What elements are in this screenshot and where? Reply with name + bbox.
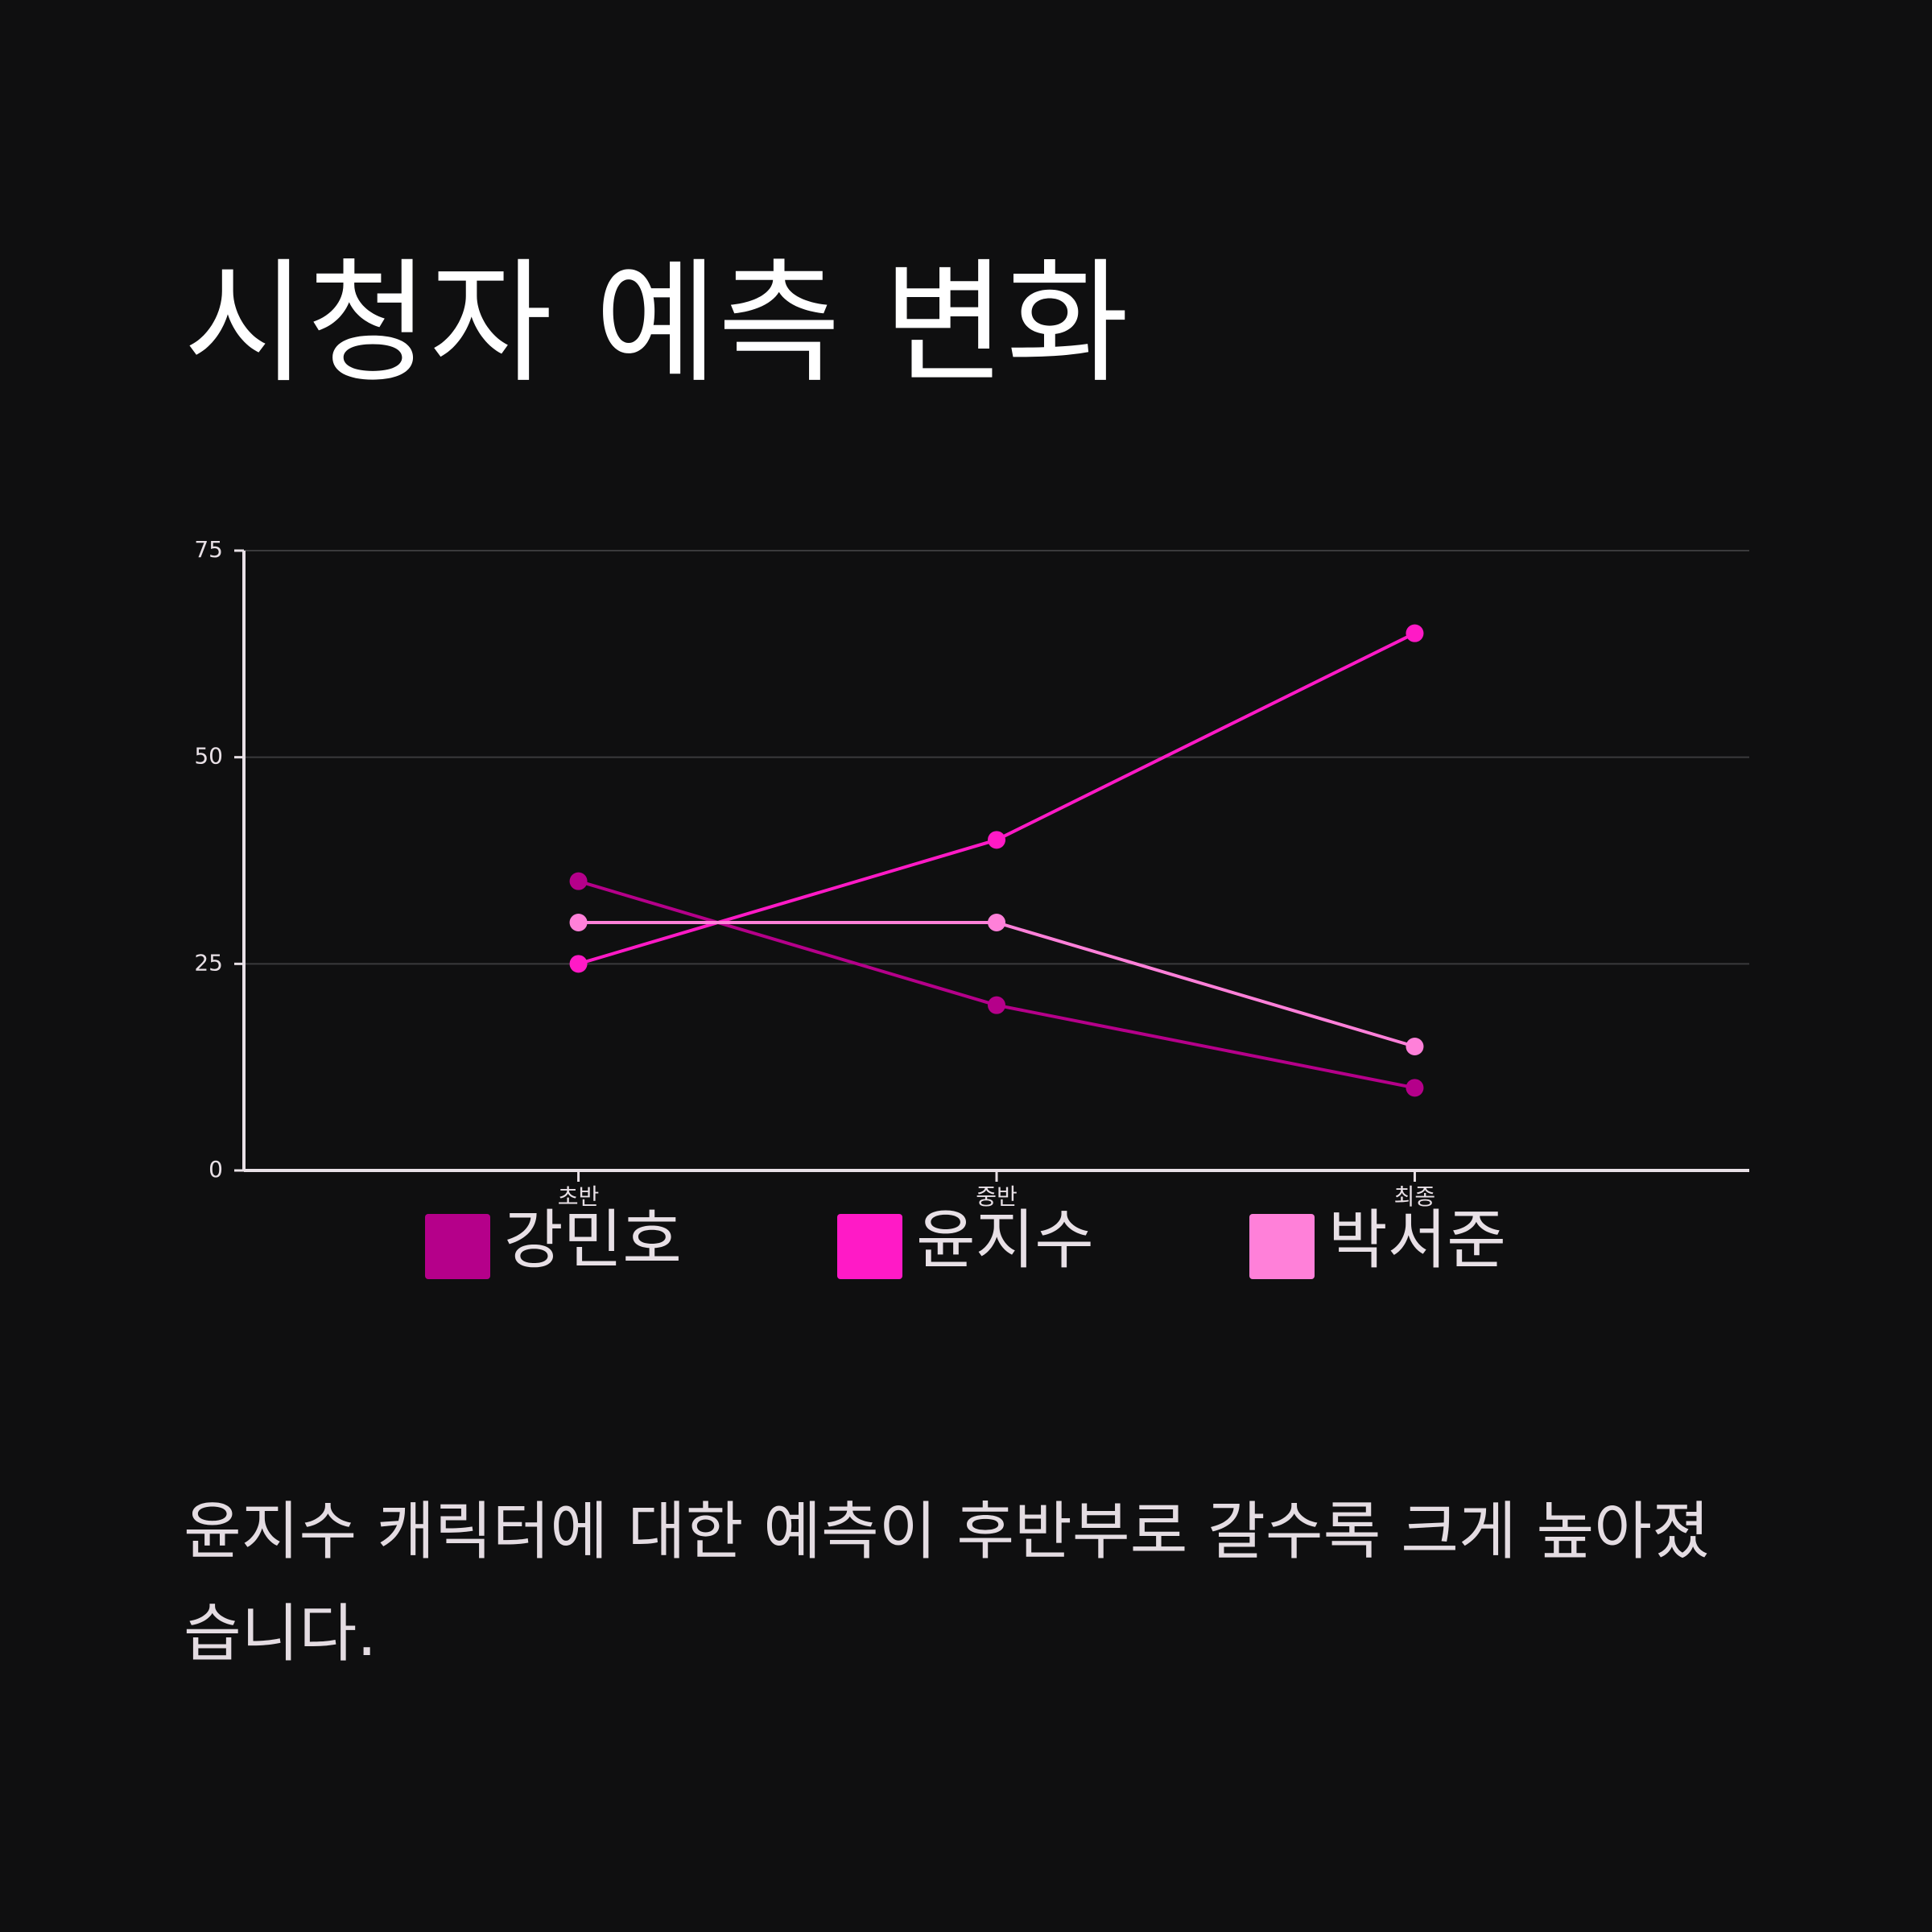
x-tick-label: 초반 [558,1183,600,1210]
point [988,914,1005,931]
series-line [578,921,1416,1048]
point [569,955,588,973]
point [569,914,588,931]
legend-label: 윤지수 [916,1203,1094,1278]
caption: 윤지수 캐릭터에 대한 예측이 후반부로 갈수록 크게 높아졌습니다. [184,1496,1710,1670]
legend-swatch [1249,1214,1315,1279]
point [988,831,1005,849]
legend-label: 강민호 [504,1203,682,1278]
legend-swatch [837,1214,902,1279]
x-tick-label: 최종 [1394,1183,1436,1210]
legend-swatch [425,1214,490,1279]
y-tick-label: 0 [208,1156,223,1183]
series-line [577,879,1415,1090]
point [1406,1038,1424,1055]
point [1406,624,1424,642]
chart-title: 시청자 예측 변화 [184,246,1129,402]
point [988,996,1005,1014]
point [569,872,588,890]
y-tick-label: 50 [194,743,223,770]
legend-label: 박서준 [1328,1203,1506,1278]
point [1406,1079,1424,1097]
y-tick-label: 75 [194,536,223,563]
y-tick-label: 25 [194,949,223,976]
x-tick-label: 중반 [976,1183,1018,1210]
